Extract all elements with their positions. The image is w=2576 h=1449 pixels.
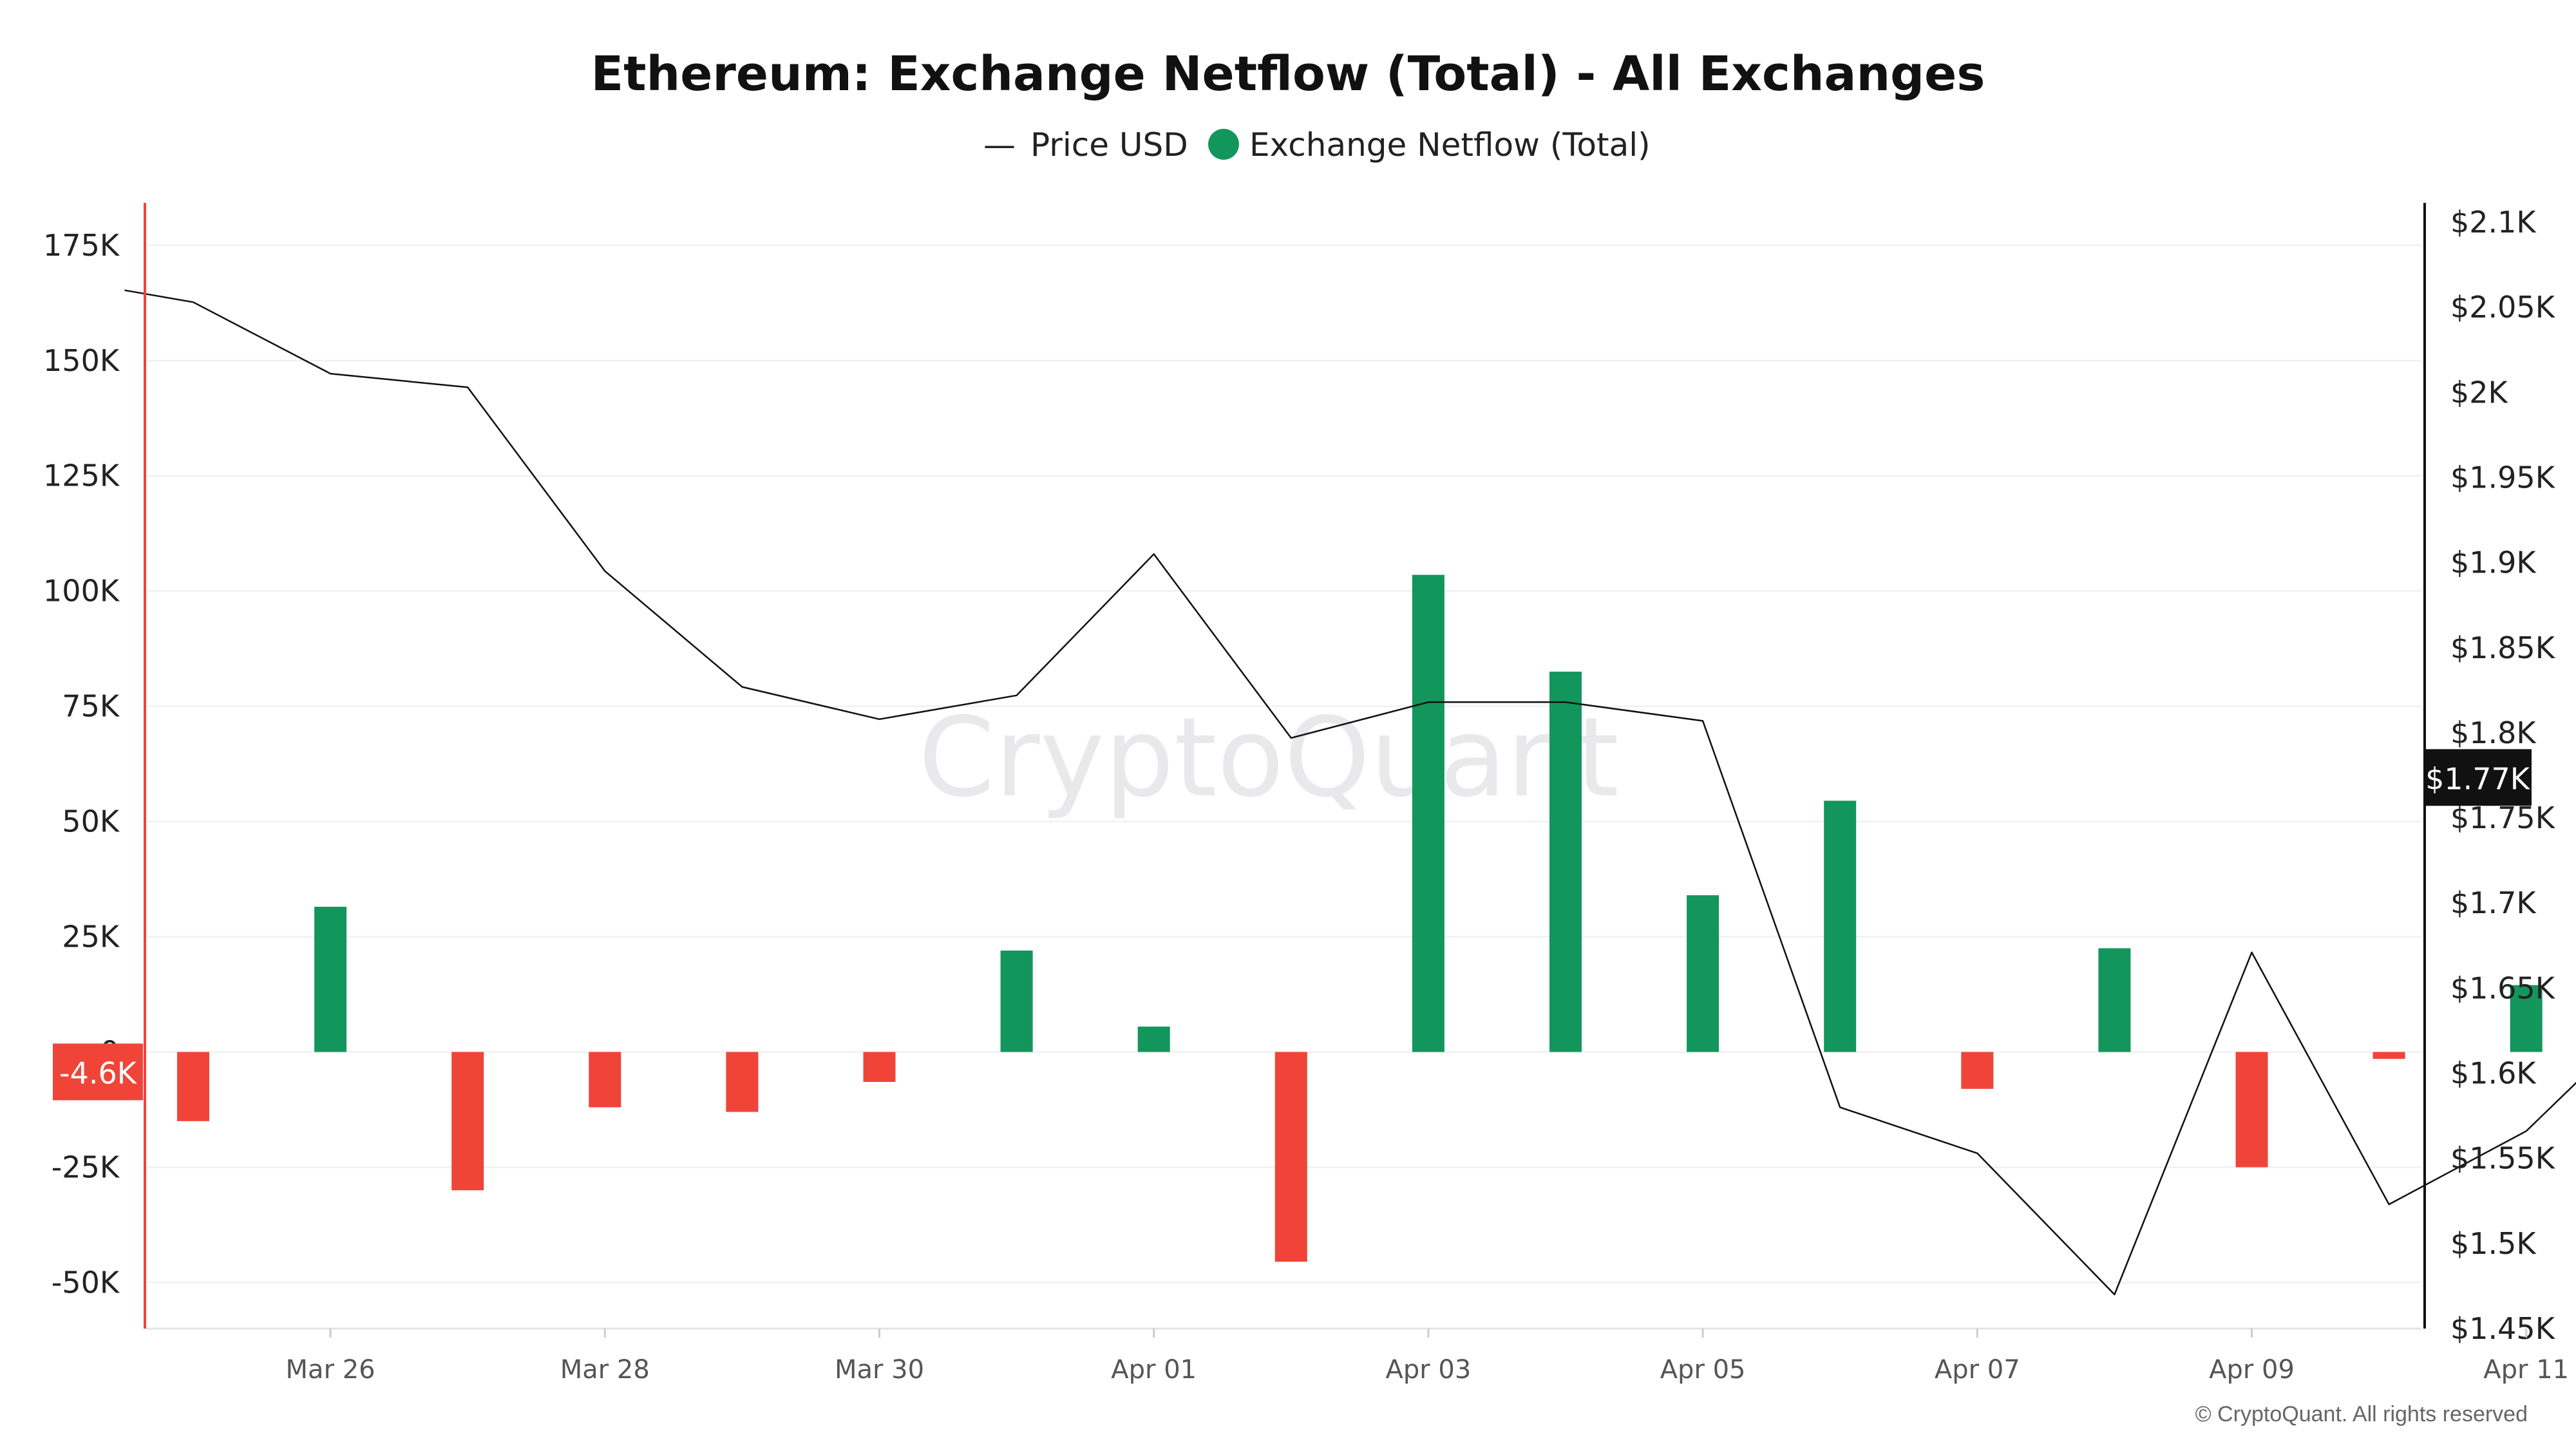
current-netflow-badge: -4.6K	[53, 1043, 143, 1101]
netflow-bar	[1412, 574, 1444, 1052]
netflow-bar	[2235, 1052, 2268, 1168]
legend-price-label[interactable]: Price USD	[1030, 126, 1188, 164]
current-netflow-label: -4.6K	[59, 1056, 138, 1090]
netflow-bar	[177, 1052, 209, 1121]
x-tick-label: Apr 01	[1111, 1355, 1197, 1385]
left-tick-label: 175K	[43, 228, 120, 263]
legend-netflow-label[interactable]: Exchange Netflow (Total)	[1249, 126, 1651, 164]
netflow-bar	[863, 1052, 896, 1083]
current-netflow-badge-bg	[53, 1043, 143, 1101]
left-tick-label: 150K	[43, 343, 120, 378]
price-line	[124, 289, 2576, 1296]
right-tick-label: $2.05K	[2450, 290, 2556, 325]
right-tick-label: $2K	[2450, 375, 2509, 410]
netflow-bar	[1000, 951, 1033, 1052]
x-axis: Mar 26 Mar 28 Mar 30 Apr 01 Apr 03 Apr 05 Apr …	[286, 1329, 2569, 1385]
netflow-bar	[2098, 948, 2131, 1052]
right-tick-label: $1.65K	[2450, 971, 2556, 1005]
netflow-bar	[589, 1052, 621, 1108]
x-tick-label: Mar 26	[286, 1355, 375, 1385]
left-tick-label: 125K	[43, 459, 120, 493]
price-series	[124, 289, 2576, 1296]
right-tick-label: $1.9K	[2450, 545, 2537, 580]
left-axis: 175K150K125K100K75K50K25K0-25K-50K	[43, 203, 146, 1329]
x-tick-label: Apr 11	[2483, 1355, 2569, 1385]
current-price-badge-bg	[2423, 749, 2532, 806]
left-tick-label: 75K	[62, 689, 120, 724]
right-tick-label: $1.6K	[2450, 1056, 2537, 1091]
x-tick-label: Apr 03	[1385, 1355, 1471, 1385]
right-tick-label: $1.75K	[2450, 800, 2556, 835]
right-tick-label: $1.5K	[2450, 1226, 2537, 1261]
right-tick-label: $1.85K	[2450, 630, 2556, 665]
x-tick-label: Mar 30	[835, 1355, 924, 1385]
left-tick-label: 50K	[62, 804, 120, 839]
right-tick-label: $1.55K	[2450, 1141, 2556, 1176]
left-tick-label: -25K	[52, 1150, 120, 1184]
watermark: CryptoQuant	[918, 694, 1619, 822]
x-tick-label: Apr 05	[1660, 1355, 1746, 1385]
right-axis: $2.1K $2.05K $2K $1.95K $1.9K $1.85K $1.8K $1.7…	[2423, 203, 2556, 1346]
netflow-bar	[1961, 1052, 1994, 1089]
netflow-bars	[177, 574, 2543, 1262]
netflow-bar	[314, 907, 347, 1052]
netflow-bar	[2510, 985, 2543, 1052]
legend-netflow-dot-icon	[1208, 129, 1239, 160]
netflow-bar	[451, 1052, 484, 1191]
netflow-bar	[1687, 895, 1719, 1052]
right-tick-label: $1.8K	[2450, 715, 2537, 750]
right-tick-label: $1.45K	[2450, 1311, 2556, 1346]
chart-title: Ethereum: Exchange Netflow (Total) - All…	[591, 46, 1985, 102]
x-tick-label: Mar 28	[560, 1355, 650, 1385]
left-tick-label: -50K	[52, 1265, 120, 1300]
left-tick-label: 25K	[62, 920, 120, 954]
right-tick-label: $1.95K	[2450, 460, 2556, 495]
netflow-bar	[726, 1052, 759, 1112]
netflow-bar	[1549, 671, 1582, 1052]
x-tick-label: Apr 09	[2209, 1355, 2295, 1385]
current-price-badge: $1.77K	[2423, 749, 2532, 806]
legend-price-line-icon: —	[983, 126, 1016, 164]
right-tick-label: $2.1K	[2450, 205, 2537, 240]
current-price-label: $1.77K	[2425, 761, 2531, 796]
legend[interactable]: — Price USD Exchange Netflow (Total)	[983, 126, 1651, 164]
copyright-text: © CryptoQuant. All rights reserved	[2195, 1402, 2528, 1426]
right-tick-label: $1.7K	[2450, 886, 2537, 920]
left-tick-label: 100K	[43, 574, 120, 609]
netflow-bar	[1824, 800, 1857, 1052]
netflow-bar	[1274, 1052, 1307, 1262]
netflow-bar	[1137, 1027, 1170, 1052]
netflow-bar	[2372, 1052, 2405, 1059]
x-tick-label: Apr 07	[1935, 1355, 2020, 1385]
